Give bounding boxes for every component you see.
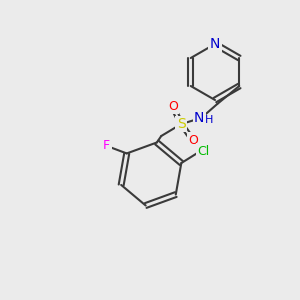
Text: N: N <box>210 37 220 51</box>
Text: Cl: Cl <box>197 145 209 158</box>
Text: H: H <box>205 115 213 125</box>
Text: F: F <box>103 139 110 152</box>
Text: S: S <box>177 117 186 131</box>
Text: O: O <box>188 134 198 146</box>
Text: O: O <box>168 100 178 112</box>
Text: N: N <box>194 111 204 125</box>
